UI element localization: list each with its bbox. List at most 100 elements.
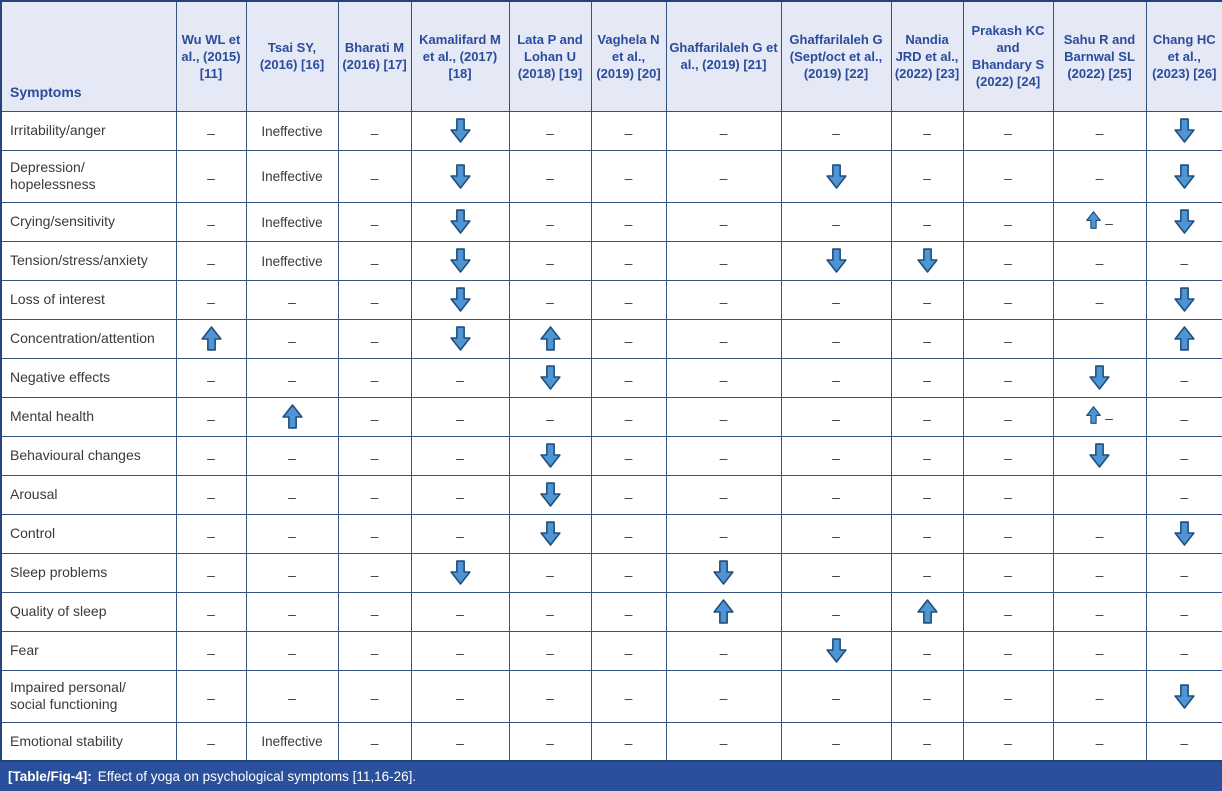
dash-mark: –: [1095, 254, 1104, 271]
dash-mark: –: [1095, 293, 1104, 310]
cell: –: [890, 279, 964, 320]
symptoms-header: Symptoms: [0, 0, 177, 112]
cell: –: [1145, 435, 1222, 476]
dash-mark: –: [370, 410, 379, 427]
cell: [508, 318, 592, 359]
cell: –: [665, 630, 782, 671]
dash-mark: –: [1180, 254, 1189, 271]
dash-mark: –: [923, 124, 931, 141]
cell: –: [590, 396, 667, 437]
dash-mark: –: [456, 527, 464, 544]
cell: –: [508, 669, 592, 723]
cell: –: [175, 721, 247, 762]
table-row: Arousal – – – – – – – – – –: [0, 474, 1222, 515]
down-arrow-icon: [825, 163, 847, 189]
cell: –: [780, 396, 892, 437]
cell: –: [665, 669, 782, 723]
cell: –: [962, 669, 1054, 723]
cell: –: [890, 630, 964, 671]
cell: –: [780, 357, 892, 398]
dash-mark: –: [1004, 488, 1012, 505]
cell: [780, 149, 892, 203]
dash-mark: –: [1004, 293, 1012, 310]
down-arrow-icon: [1089, 443, 1110, 468]
dash-mark: –: [832, 566, 840, 583]
ineffective-label: Ineffective: [261, 123, 323, 139]
ineffective-label: Ineffective: [261, 734, 323, 750]
cell: –: [508, 396, 592, 437]
caption-label: [Table/Fig-4]:: [8, 769, 92, 784]
cell: [175, 318, 247, 359]
cell: [780, 240, 892, 281]
cell: –: [962, 474, 1054, 515]
cell: [245, 396, 339, 437]
cell: –: [1145, 357, 1222, 398]
cell: [410, 279, 510, 320]
cell: [1145, 279, 1222, 320]
cell: [1052, 435, 1147, 476]
cell: –: [890, 435, 964, 476]
cell: –: [590, 721, 667, 762]
cell: –: [590, 240, 667, 281]
cell: –: [337, 721, 412, 762]
dash-mark: –: [288, 293, 296, 310]
cell: –: [590, 149, 667, 203]
cell: [508, 474, 592, 515]
cell: –: [665, 357, 782, 398]
cell: –: [245, 318, 339, 359]
cell: –: [780, 552, 892, 593]
column-header: Bharati M (2016) [17]: [337, 0, 412, 112]
cell: –: [665, 149, 782, 203]
dash-mark: –: [207, 215, 215, 232]
column-header: Ghaffarilaleh G (Sept/oct et al., (2019)…: [780, 0, 892, 112]
symptom-label: Arousal: [0, 474, 177, 515]
cell: –: [665, 435, 782, 476]
cell: –: [1145, 721, 1222, 762]
dash-mark: –: [624, 527, 633, 544]
up-arrow-icon: [713, 599, 734, 624]
dash-mark: –: [1004, 332, 1012, 349]
column-header: Lata P and Lohan U (2018) [19]: [508, 0, 592, 112]
cell: [1052, 357, 1147, 398]
dash-mark: –: [719, 254, 728, 271]
ineffective-label: Ineffective: [261, 169, 323, 184]
dash-mark: –: [1095, 644, 1104, 661]
cell: –: [962, 435, 1054, 476]
dash-mark: –: [923, 215, 931, 232]
cell: –: [780, 110, 892, 151]
cell: –: [780, 435, 892, 476]
down-arrow-icon: [449, 248, 471, 273]
down-arrow-icon: [449, 326, 471, 351]
dash-mark: –: [624, 566, 633, 583]
dash-mark: –: [456, 735, 464, 752]
cell: –: [962, 110, 1054, 151]
dash-mark: –: [923, 170, 931, 186]
dash-mark: –: [832, 605, 840, 622]
cell: –: [590, 279, 667, 320]
dash-mark: –: [207, 735, 215, 752]
cell: –: [1052, 149, 1147, 203]
cell: –: [175, 669, 247, 723]
dash-mark: –: [207, 527, 215, 544]
cell: –: [337, 279, 412, 320]
dash-mark: –: [456, 605, 464, 622]
dash-mark: –: [624, 215, 633, 232]
dash-mark: –: [288, 690, 296, 706]
cell: –: [1145, 630, 1222, 671]
cell: –: [175, 396, 247, 437]
cell: –: [245, 279, 339, 320]
cell: –: [890, 474, 964, 515]
cell: –: [337, 669, 412, 723]
up-arrow-icon: [916, 599, 938, 624]
table-row: Emotional stability – Ineffective – – – – – – – – –…: [0, 721, 1222, 762]
cell: –: [890, 357, 964, 398]
down-arrow-icon: [449, 118, 471, 143]
cell: –: [175, 630, 247, 671]
down-arrow-icon: [916, 248, 938, 273]
cell: –: [175, 357, 247, 398]
down-arrow-icon: [539, 365, 561, 390]
cell: –: [175, 110, 247, 151]
dash-mark: –: [546, 605, 554, 622]
table-row: Mental health – – – – – – – – – – –: [0, 396, 1222, 437]
